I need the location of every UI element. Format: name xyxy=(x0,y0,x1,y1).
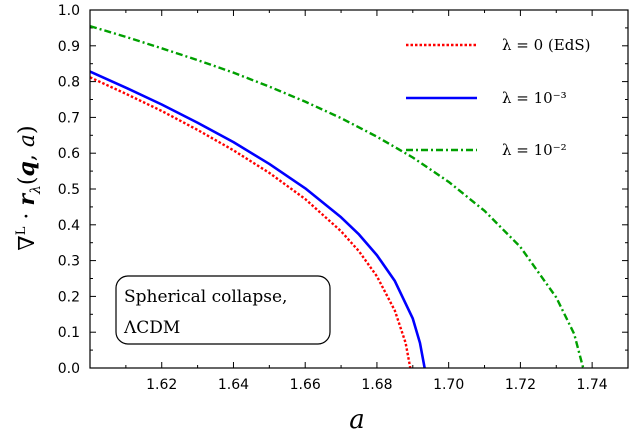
x-tick-label: 1.72 xyxy=(505,377,536,393)
annotation-box: Spherical collapse, ΛCDM xyxy=(115,275,331,345)
x-tick-label: 1.68 xyxy=(361,377,392,393)
x-axis-label: a xyxy=(349,405,365,435)
x-tick-label: 1.64 xyxy=(218,377,249,393)
tick-labels: 1.62 1.64 1.66 1.68 1.70 1.72 1.74 0.0 0.1 0.2 0.3… xyxy=(58,3,608,393)
x-tick-label: 1.74 xyxy=(577,377,608,393)
series-line-2 xyxy=(89,70,426,369)
y-tick-label: 0.8 xyxy=(58,75,80,91)
y-tick-label: 0.2 xyxy=(58,289,80,305)
y-axis-label: ∇L · rλ(q, a) xyxy=(14,125,44,250)
y-tick-label: 0.5 xyxy=(58,182,80,198)
annotation-frame xyxy=(115,275,331,345)
y-tick-label: 0.4 xyxy=(58,218,80,234)
series-line-1 xyxy=(89,76,412,369)
svg-text:∇L · rλ(q, a): ∇L · rλ(q, a) xyxy=(14,125,44,250)
y-tick-label: 0.3 xyxy=(58,254,80,270)
y-tick-label: 0.1 xyxy=(58,325,80,341)
x-tick-label: 1.62 xyxy=(146,377,177,393)
annotation-line-1: Spherical collapse, xyxy=(124,287,287,307)
series-line-3 xyxy=(89,24,585,369)
y-tick-label: 0.0 xyxy=(58,361,80,377)
y-tick-label: 1.0 xyxy=(58,3,80,19)
y-tick-label: 0.6 xyxy=(58,146,80,162)
y-tick-label: 0.7 xyxy=(58,110,80,126)
legend-label-3: λ = 10⁻² xyxy=(502,141,567,159)
legend-label-2: λ = 10⁻³ xyxy=(502,89,567,107)
y-tick-label: 0.9 xyxy=(58,39,80,55)
x-tick-label: 1.70 xyxy=(433,377,464,393)
legend-label-1: λ = 0 (EdS) xyxy=(502,36,590,54)
x-tick-label: 1.66 xyxy=(290,377,321,393)
plot-frame xyxy=(89,9,629,369)
plot-series xyxy=(89,24,585,369)
legend: λ = 0 (EdS) λ = 10⁻³ λ = 10⁻² xyxy=(406,36,590,159)
annotation-line-2: ΛCDM xyxy=(123,318,180,338)
